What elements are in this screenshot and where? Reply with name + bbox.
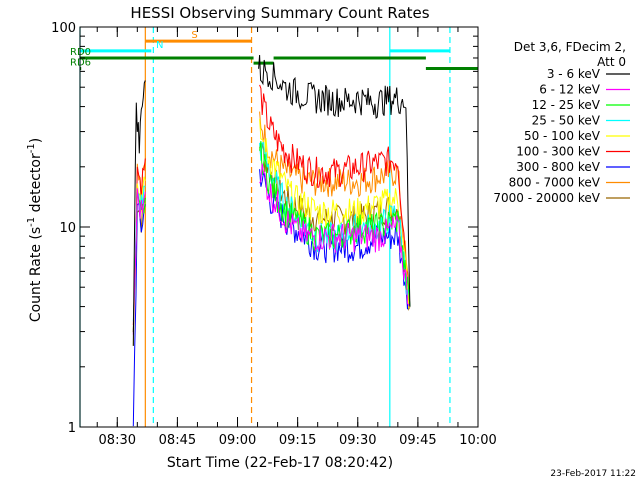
x-tick-label: 08:30 [99,433,136,448]
legend-label: 7000 - 20000 keV [493,191,600,205]
y-axis-label: Count Rate (s-1 detector-1) [26,138,44,322]
x-tick-label: 08:45 [159,433,196,448]
y-tick-label: 1 [68,421,76,436]
x-axis-label: Start Time (22-Feb-17 08:20:42) [167,455,393,471]
y-tick-label: 10 [59,221,76,236]
x-tick-label: 09:15 [279,433,316,448]
series-line [258,54,411,307]
legend-label: 800 - 7000 keV [509,176,601,190]
legend-label: 300 - 800 keV [516,160,600,174]
footer-timestamp: 23-Feb-2017 11:22 [550,469,636,479]
x-tick-label: 09:00 [219,433,256,448]
legend-label: 50 - 100 keV [524,129,601,143]
series-line [259,163,411,307]
series-line [259,84,411,307]
legend-label: 100 - 300 keV [516,145,600,159]
orbit-bar-label: N [156,40,163,51]
series-line [259,142,411,312]
orbit-bar-label: RD6 [70,58,91,69]
x-tick-label: 10:00 [459,433,496,448]
y-tick-label: 100 [51,21,76,36]
legend-header: Att 0 [597,55,626,69]
series-line [259,118,411,309]
series-line [132,80,146,346]
legend-label: 12 - 25 keV [532,98,601,112]
orbit-bar-label: S [191,30,197,41]
series-line [132,202,146,427]
x-tick-label: 09:30 [339,433,376,448]
x-tick-label: 09:45 [399,433,436,448]
chart-title: HESSI Observing Summary Count Rates [130,4,429,22]
legend-label: 3 - 6 keV [547,67,601,81]
orbit-bar-label: RD0 [70,47,91,58]
legend-header: Det 3,6, FDecim 2, [514,40,626,54]
legend: Det 3,6, FDecim 2,Att 03 - 6 keV 6 - 12 k… [493,40,630,205]
legend-label: 6 - 12 keV [539,83,601,97]
legend-label: 25 - 50 keV [532,114,601,128]
series-line [132,188,146,335]
